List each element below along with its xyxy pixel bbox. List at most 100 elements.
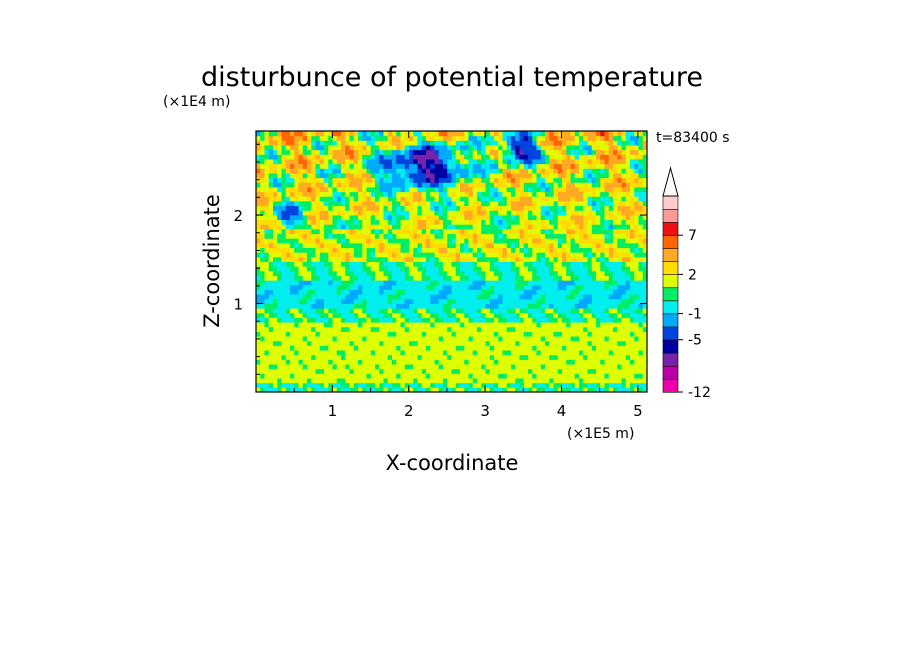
contour-cell [426,172,431,179]
contour-cell [638,242,644,249]
contour-cell [298,294,304,300]
contour-cell [443,317,448,323]
contour-cell [443,280,448,286]
contour-cell [464,158,469,165]
contour-cell [630,289,635,295]
contour-cell [519,368,525,374]
contour-cell [443,326,448,332]
contour-cell [332,182,338,188]
contour-cell [528,182,533,188]
contour-cell [302,284,308,290]
contour-cell [298,364,304,370]
contour-cell [489,228,495,235]
contour-cell [613,228,618,235]
contour-cell [307,149,312,155]
contour-cell [506,252,512,258]
contour-cell [387,280,393,286]
contour-cell [362,149,367,155]
contour-cell [485,270,491,276]
contour-cell [460,270,465,276]
contour-cell [532,182,537,188]
contour-cell [617,322,622,328]
contour-cell [328,368,333,374]
contour-cell [557,252,563,258]
contour-cell [285,177,291,183]
contour-cell [519,219,525,225]
contour-cell [481,275,486,281]
contour-cell [277,373,282,379]
contour-cell [341,289,346,295]
contour-cell [324,163,329,169]
contour-cell [264,182,270,188]
contour-cell [383,214,389,221]
contour-cell [404,210,410,216]
contour-cell [328,298,333,304]
contour-cell [400,317,406,323]
contour-cell [498,238,503,244]
contour-cell [502,224,508,230]
contour-cell [579,359,584,365]
contour-cell [400,144,406,151]
contour-cell [579,364,584,370]
contour-cell [468,177,474,183]
contour-cell [634,177,639,183]
contour-cell [574,200,580,207]
contour-cell [604,378,610,384]
contour-cell [264,144,270,151]
contour-cell [570,163,576,169]
contour-cell [642,336,648,342]
contour-cell [366,144,372,151]
contour-cell [540,210,546,216]
contour-cell [438,270,444,276]
contour-cell [298,144,304,151]
contour-cell [256,354,261,360]
contour-cell [630,345,635,351]
contour-cell [298,135,304,141]
contour-cell [328,382,333,388]
contour-cell [358,154,363,160]
contour-cell [540,368,546,374]
contour-cell [447,247,452,253]
contour-cell [642,247,648,253]
contour-cell [515,158,520,165]
contour-cell [515,205,520,211]
contour-cell [349,373,355,379]
contour-cell [298,317,304,323]
contour-cell [468,163,474,169]
contour-cell [281,238,287,244]
contour-cell [451,312,457,318]
contour-cell [268,182,274,188]
contour-cell [256,289,261,295]
contour-cell [298,233,304,239]
contour-cell [294,345,299,351]
contour-cell [596,322,601,328]
contour-cell [358,219,363,225]
contour-cell [613,280,618,286]
contour-cell [608,354,614,360]
contour-cell [336,284,342,290]
contour-cell [608,284,614,290]
contour-cell [307,387,312,393]
contour-cell [532,289,537,295]
contour-cell [625,364,631,370]
contour-cell [341,200,346,207]
contour-cell [366,256,372,262]
contour-cell [417,158,423,165]
contour-cell [613,275,618,281]
contour-cell [489,298,495,304]
contour-cell [460,256,465,262]
contour-cell [642,378,648,384]
contour-cell [460,144,465,151]
contour-cell [481,154,486,160]
contour-cell [434,177,440,183]
contour-cell [370,233,376,239]
contour-cell [294,378,299,384]
contour-cell [341,224,346,230]
contour-cell [621,345,627,351]
contour-cell [273,224,278,230]
contour-cell [375,196,380,202]
contour-cell [307,359,312,365]
contour-cell [591,364,597,370]
contour-cell [264,158,270,165]
contour-cell [621,298,627,304]
